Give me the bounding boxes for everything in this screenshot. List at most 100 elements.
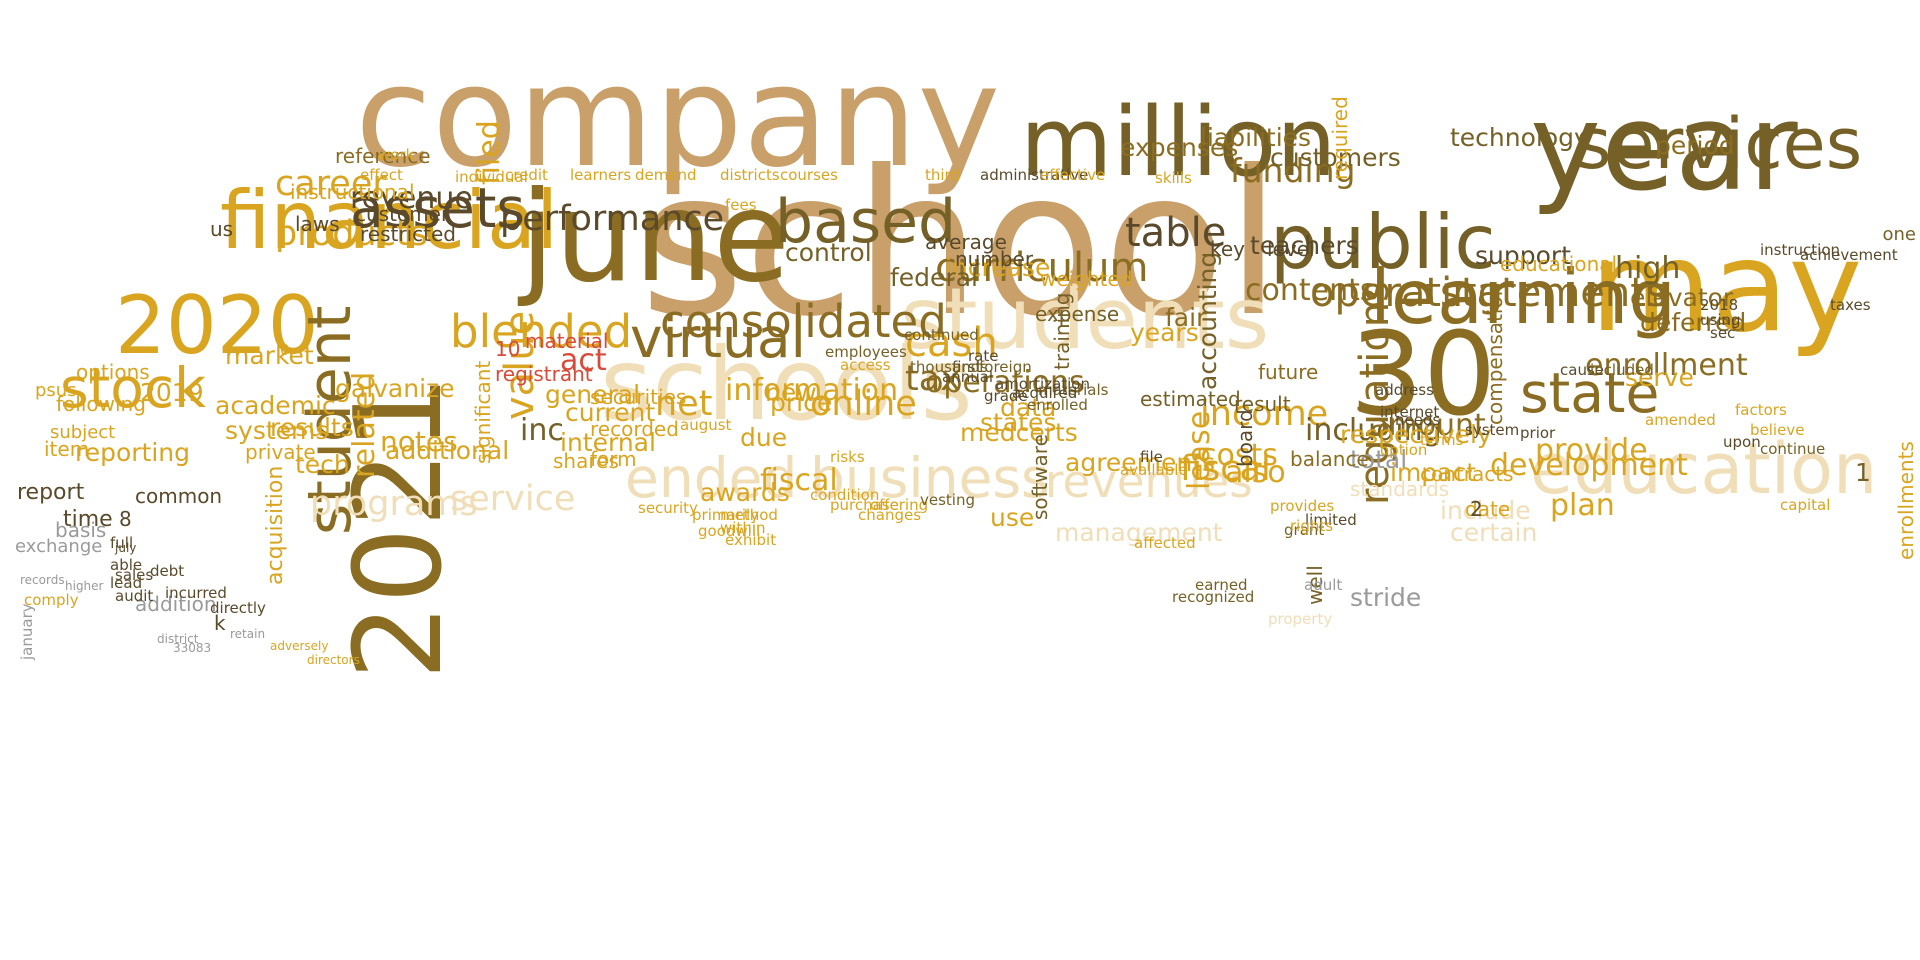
- cloud-word: option: [1380, 441, 1428, 459]
- cloud-word: continued: [904, 326, 979, 344]
- cloud-word: future: [1258, 360, 1319, 384]
- cloud-word: 1: [1855, 458, 1871, 487]
- cloud-word: systems: [225, 416, 329, 445]
- cloud-word: galvanize: [335, 374, 455, 403]
- cloud-word: ended: [625, 446, 798, 510]
- cloud-word: current: [565, 398, 656, 427]
- cloud-word: enrolled: [1027, 396, 1088, 414]
- cloud-word: reporting: [75, 438, 191, 467]
- cloud-word: comply: [24, 591, 79, 609]
- cloud-word: years: [1130, 318, 1199, 347]
- cloud-word: medcerts: [960, 418, 1078, 447]
- cloud-word: online: [810, 384, 917, 424]
- cloud-word: company: [355, 36, 1001, 199]
- cloud-word: affected: [1134, 534, 1196, 552]
- cloud-word: software: [1028, 434, 1052, 520]
- cloud-word: date: [1465, 497, 1511, 521]
- cloud-word: financial: [220, 174, 559, 267]
- cloud-word: notes: [380, 424, 458, 458]
- cloud-word: courses: [780, 166, 838, 184]
- cloud-word: blended: [450, 305, 633, 358]
- cloud-word: sec: [1710, 324, 1736, 342]
- cloud-word: board: [1233, 409, 1257, 467]
- cloud-word: expense: [1035, 302, 1120, 326]
- cloud-word: products: [275, 214, 428, 254]
- cloud-word: development: [1490, 448, 1688, 483]
- cloud-word: revenue: [350, 181, 473, 216]
- cloud-word: agreements: [1065, 448, 1216, 477]
- cloud-word: service: [450, 479, 576, 519]
- cloud-word: enrollment: [1585, 348, 1748, 383]
- cloud-word: performance: [500, 199, 725, 239]
- cloud-word: available: [1120, 461, 1188, 479]
- cloud-word: internal: [560, 428, 656, 457]
- cloud-word: material: [525, 329, 609, 353]
- cloud-word: learning: [1370, 253, 1676, 341]
- cloud-word: virtual: [630, 306, 806, 370]
- cloud-word: high: [1615, 251, 1681, 286]
- cloud-word: achievement: [1800, 246, 1898, 264]
- cloud-word: also: [1225, 455, 1286, 490]
- cloud-word: school: [640, 128, 1282, 361]
- cloud-word: customers: [1270, 143, 1401, 172]
- cloud-word: 2020: [115, 279, 319, 372]
- cloud-word: plan: [1550, 488, 1615, 523]
- cloud-word: 10: [495, 337, 521, 361]
- cloud-word: tax: [905, 359, 961, 399]
- cloud-word: fiscal: [760, 463, 838, 498]
- cloud-word: full: [110, 534, 134, 552]
- cloud-word: earned: [1195, 576, 1248, 594]
- cloud-word: condition: [810, 486, 880, 504]
- cloud-word: impact: [1390, 458, 1477, 487]
- cloud-word: awards: [700, 478, 790, 507]
- cloud-word: elevator: [1630, 283, 1734, 312]
- cloud-word: vesting: [920, 491, 975, 509]
- cloud-word: operating: [1310, 270, 1503, 316]
- cloud-word: reference: [335, 144, 431, 168]
- cloud-word: result: [1234, 392, 1291, 416]
- cloud-word: security: [638, 499, 698, 517]
- cloud-word: certain: [1450, 518, 1538, 547]
- cloud-word: annual: [942, 368, 994, 386]
- cloud-word: operations: [925, 365, 1085, 400]
- cloud-word: expenses: [1120, 133, 1239, 162]
- cloud-word: schools: [600, 326, 973, 443]
- cloud-word: options: [76, 360, 150, 384]
- cloud-word: acquired: [1012, 384, 1078, 402]
- cloud-word: costs: [1200, 438, 1278, 473]
- cloud-word: may: [1590, 215, 1863, 360]
- cloud-word: grade: [984, 387, 1028, 405]
- cloud-word: credit: [505, 166, 548, 184]
- cloud-word: support: [1475, 241, 1571, 270]
- cloud-word: 33083: [173, 641, 212, 656]
- cloud-word: upon: [1723, 433, 1761, 451]
- cloud-word: fiscal: [1180, 449, 1271, 489]
- cloud-word: price: [770, 388, 833, 417]
- cloud-word: goodwill: [698, 522, 761, 540]
- cloud-word: 2019: [140, 378, 204, 407]
- cloud-word: item: [44, 437, 90, 461]
- cloud-word: education: [1530, 428, 1878, 510]
- cloud-word: access: [840, 356, 891, 374]
- cloud-word: primarily: [692, 506, 760, 524]
- cloud-word: grant: [1284, 521, 1325, 539]
- cloud-word: materials: [1038, 381, 1109, 399]
- cloud-word: psus: [35, 379, 77, 401]
- cloud-word: rights: [1290, 517, 1334, 535]
- cloud-word: million: [1020, 88, 1337, 198]
- cloud-word: total: [1350, 445, 1408, 474]
- cloud-word: audit: [115, 587, 154, 605]
- cloud-word: laws: [295, 212, 340, 236]
- cloud-word: third: [925, 166, 960, 184]
- cloud-word: increase: [945, 253, 1051, 282]
- cloud-word: skills: [1155, 169, 1192, 187]
- cloud-word: recognized: [1172, 588, 1255, 606]
- cloud-word: july: [115, 541, 137, 556]
- cloud-word: directors: [307, 653, 360, 668]
- cloud-word: foreign: [979, 358, 1032, 376]
- cloud-word: balance: [1290, 447, 1369, 471]
- cloud-word: career: [275, 164, 387, 204]
- cloud-word: offering: [870, 496, 929, 514]
- cloud-word: lead: [110, 574, 143, 592]
- cloud-word: internet: [1380, 403, 1440, 421]
